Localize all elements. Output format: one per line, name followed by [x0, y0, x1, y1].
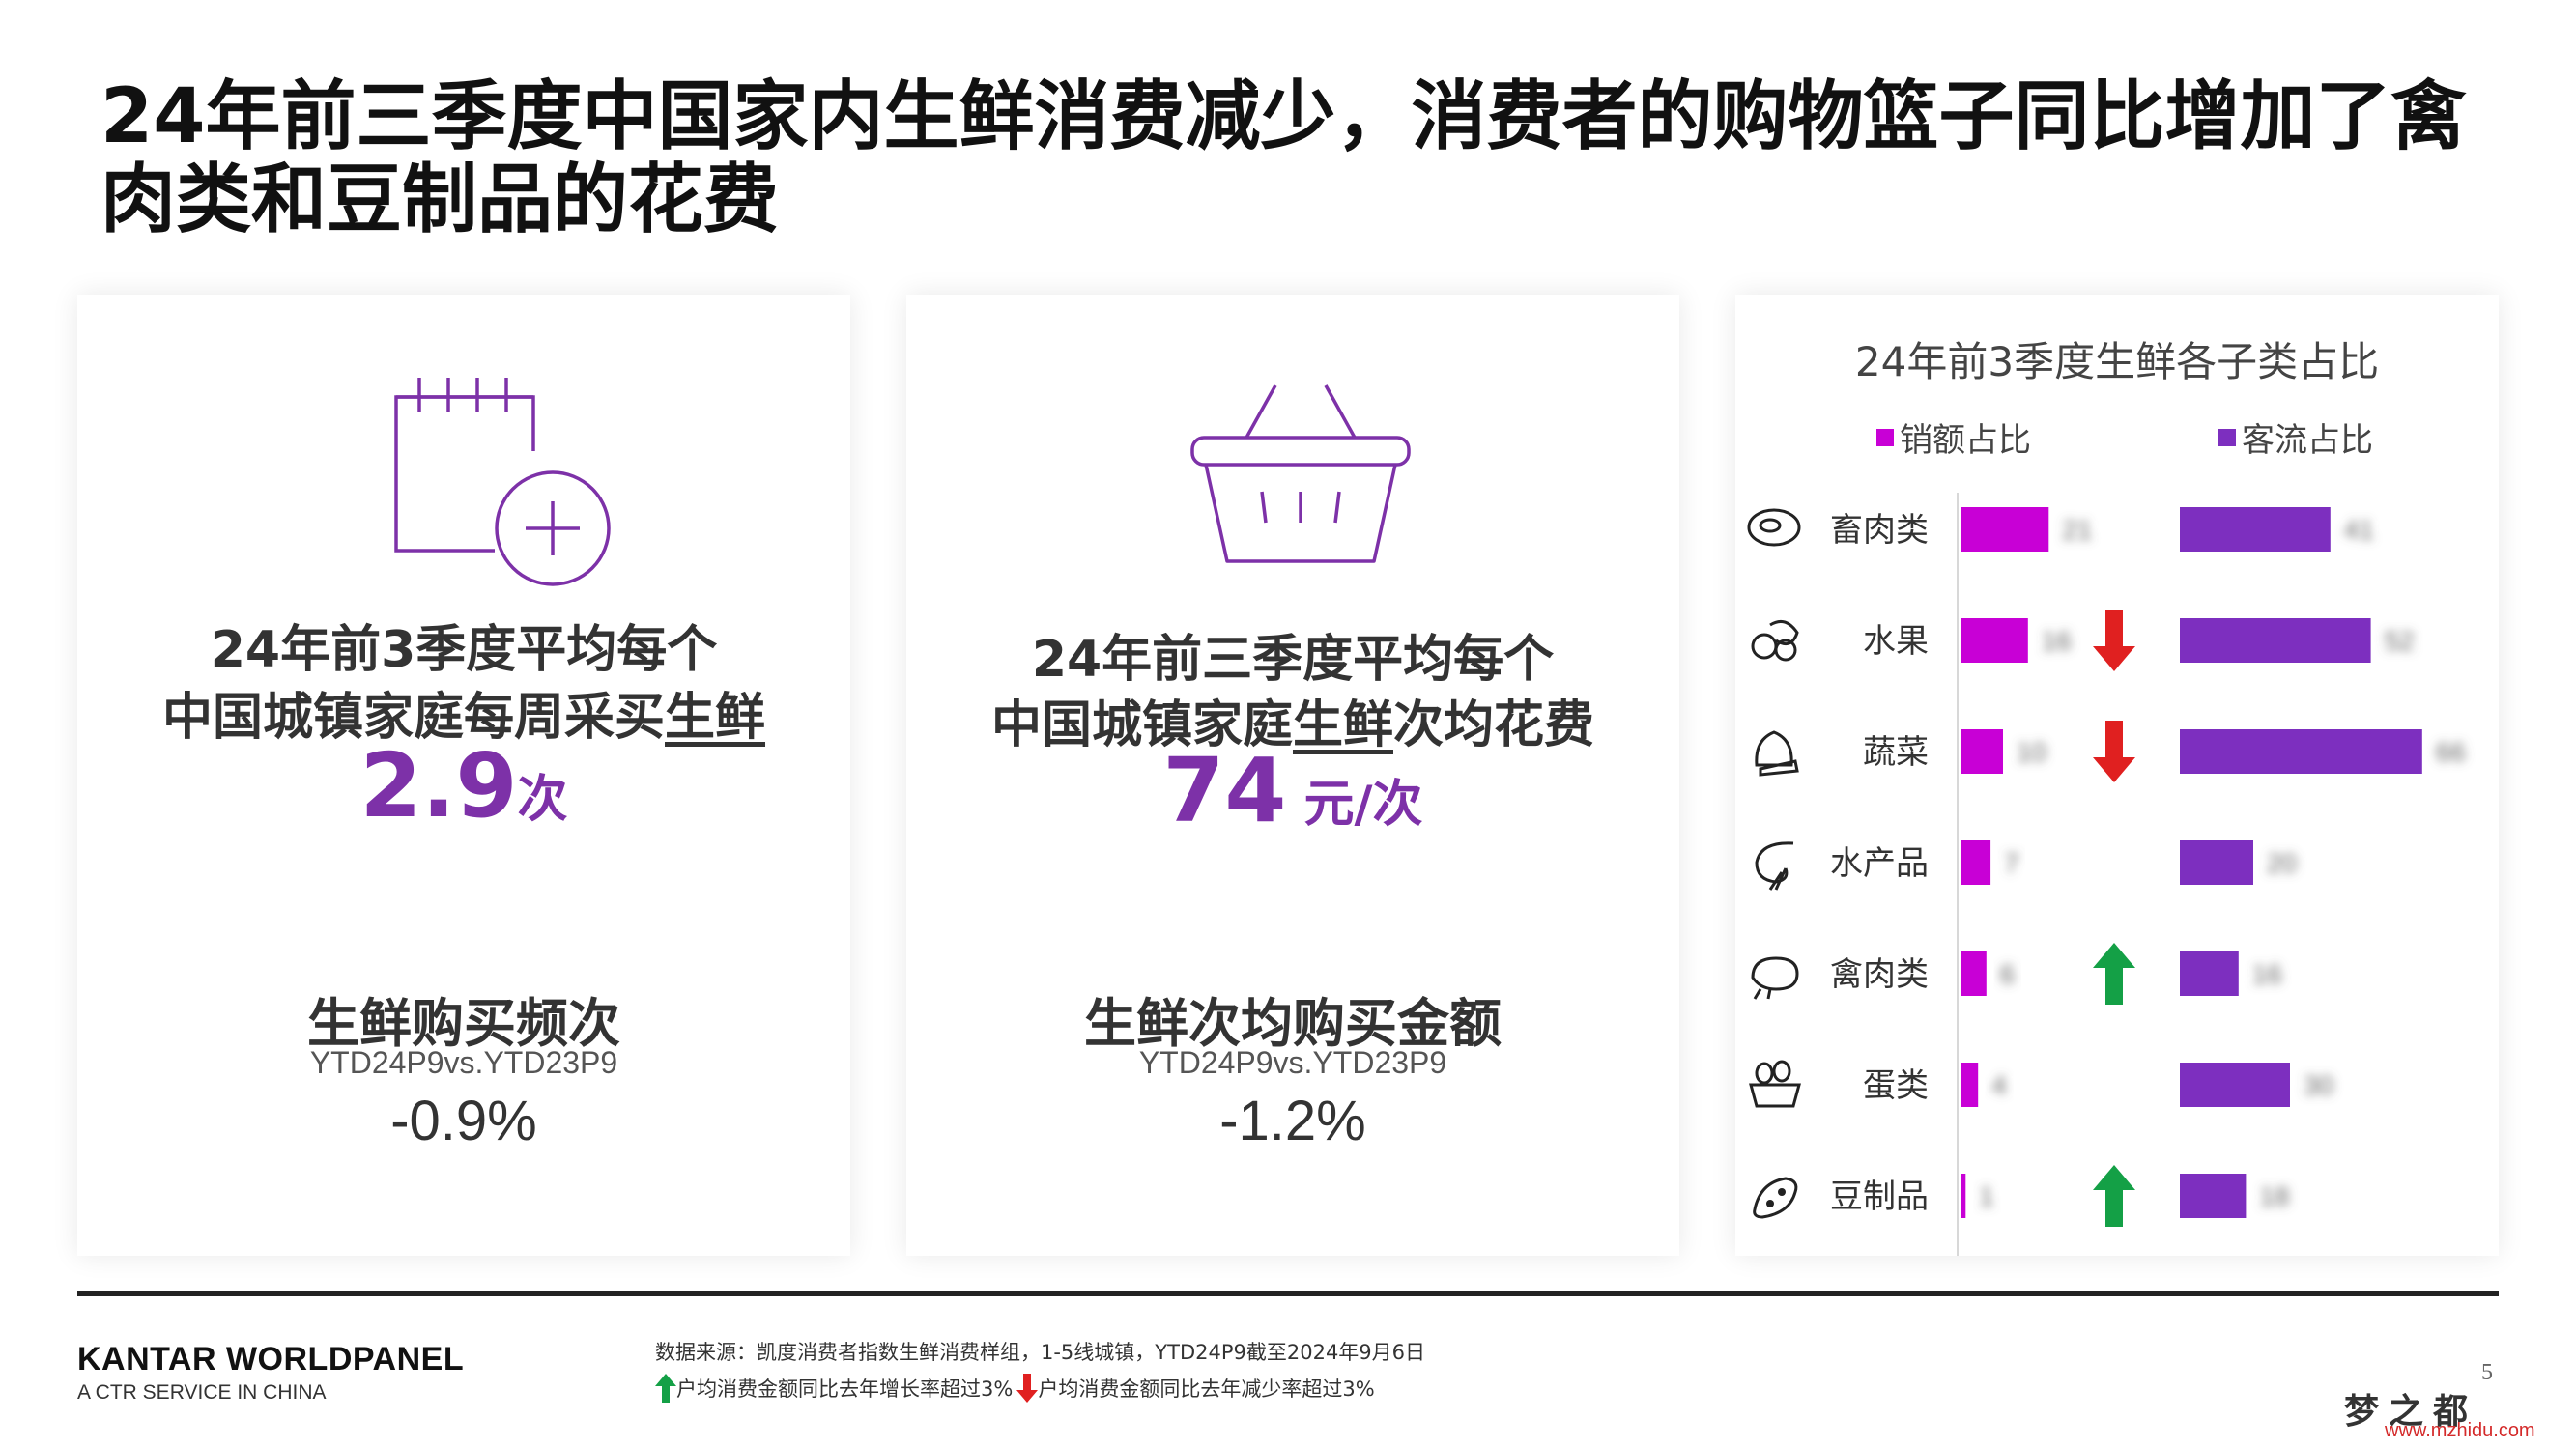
- sales-share-bar: [1961, 951, 1987, 996]
- watermark-logo: 梦之都: [2344, 1392, 2478, 1432]
- traffic-share-bar: [2180, 951, 2239, 996]
- traffic-share-value-label: 41: [2344, 515, 2374, 545]
- brand-tagline: A CTR SERVICE IN CHINA: [77, 1381, 327, 1404]
- traffic-share-bar: [2180, 507, 2331, 552]
- category-label: 豆制品: [1830, 1178, 1929, 1216]
- metric-change: -1.2%: [1219, 1090, 1366, 1152]
- spend-per-trip-card: 24年前三季度平均每个 中国城镇家庭生鲜次均花费 74 元/次 生鲜次均购买金额…: [906, 295, 1679, 1256]
- sales-share-value-label: 6: [2000, 959, 2016, 989]
- sales-share-value-label: 1: [1979, 1181, 1994, 1211]
- sales-share-value-label: 16: [2042, 626, 2072, 656]
- up-arrow-icon: [2093, 943, 2135, 1005]
- traffic-share-value-label: 30: [2304, 1070, 2333, 1100]
- traffic-share-value-label: 52: [2385, 626, 2415, 656]
- sales-share-bar: [1961, 729, 2003, 774]
- egg-basket-icon: [1749, 1060, 1801, 1108]
- traffic-share-bar: [2180, 840, 2253, 885]
- sales-share-value-label: 21: [2062, 515, 2092, 545]
- down-arrow-icon: [1016, 1374, 1039, 1403]
- sales-share-bar: [1961, 618, 2028, 663]
- traffic-share-value-label: 16: [2252, 959, 2282, 989]
- data-source-note: 数据来源：凯度消费者指数生鲜消费样组，1-5线城镇，YTD24P9截至2024年…: [655, 1341, 1426, 1364]
- traffic-share-value-label: 18: [2259, 1181, 2289, 1211]
- metric-change: -0.9%: [390, 1090, 537, 1152]
- sales-share-bar: [1961, 507, 2049, 552]
- sales-share-bar: [1961, 1063, 1979, 1107]
- chicken-icon: [1751, 956, 1799, 1000]
- metric-period: YTD24P9vs.YTD23P9: [309, 1045, 618, 1080]
- calendar-plus-icon: [388, 364, 620, 600]
- kpi-line-2: 中国城镇家庭生鲜次均花费: [990, 696, 1595, 754]
- steak-icon: [1747, 508, 1801, 547]
- sales-share-bar: [1961, 840, 1991, 885]
- up-arrow-icon: [2093, 1165, 2135, 1227]
- legend-swatch: [1876, 428, 1894, 446]
- category-label: 畜肉类: [1830, 511, 1929, 550]
- spend-value: 74 元/次: [1162, 739, 1423, 842]
- frequency-value: 2.9次: [359, 734, 568, 838]
- metric-period: YTD24P9vs.YTD23P9: [1138, 1045, 1447, 1080]
- page-title: 24年前三季度中国家内生鲜消费减少，消费者的购物篮子同比增加了禽肉类和豆制品的花…: [100, 73, 2467, 243]
- metric-title: 生鲜购买频次: [307, 993, 620, 1054]
- chart-title: 24年前3季度生鲜各子类占比: [1854, 338, 2380, 385]
- category-bar-chart: 畜肉类 21 41 水果 16 52 蔬菜 10 66 水产品 7 20 禽肉类 6 16 蛋类 4 30 豆制品 1…: [1747, 493, 2466, 1256]
- purchase-frequency-card: 24年前3季度平均每个 中国城镇家庭每周采买生鲜 2.9次 生鲜购买频次 YTD…: [77, 295, 850, 1256]
- down-arrow-note: 户均消费金额同比去年减少率超过3%: [1038, 1377, 1375, 1401]
- kpi-line-2: 中国城镇家庭每周采买生鲜: [161, 689, 766, 747]
- footer-divider: [77, 1291, 2499, 1296]
- legend-sales-share: 销额占比: [1876, 413, 2031, 461]
- fruit-icon: [1751, 619, 1799, 662]
- watermark-url: www.mzhidu.com: [2385, 1420, 2535, 1441]
- brand-logo: KANTAR WORLDPANEL: [77, 1341, 465, 1377]
- category-label: 禽肉类: [1830, 955, 1929, 994]
- sales-share-bar: [1961, 1174, 1966, 1218]
- kpi-line-1: 24年前3季度平均每个: [210, 621, 718, 679]
- traffic-share-bar: [2180, 729, 2422, 774]
- traffic-share-bar: [2180, 1174, 2247, 1218]
- legend-swatch: [2218, 428, 2236, 446]
- category-label: 蛋类: [1863, 1066, 1929, 1105]
- category-label: 水产品: [1830, 844, 1929, 883]
- soybean-icon: [1753, 1177, 1798, 1219]
- metric-title: 生鲜次均购买金额: [1084, 993, 1502, 1054]
- down-arrow-icon: [2093, 610, 2135, 671]
- traffic-share-bar: [2180, 618, 2371, 663]
- up-arrow-note: 户均消费金额同比去年增长率超过3%: [676, 1377, 1014, 1401]
- category-label: 水果: [1863, 622, 1929, 661]
- arrow-legend: 户均消费金额同比去年增长率超过3% 户均消费金额同比去年减少率超过3%: [655, 1374, 1375, 1403]
- up-arrow-icon: [655, 1374, 676, 1403]
- down-arrow-icon: [2093, 721, 2135, 782]
- shrimp-icon: [1755, 841, 1794, 891]
- sales-share-value-label: 10: [2017, 737, 2046, 767]
- category-share-chart-card: 24年前3季度生鲜各子类占比 销额占比 客流占比 畜肉类 21 41 水果 16 52 蔬菜…: [1735, 295, 2499, 1256]
- kpi-line-1: 24年前三季度平均每个: [1031, 631, 1555, 689]
- traffic-share-value-label: 20: [2267, 848, 2297, 878]
- vegetable-icon: [1755, 730, 1799, 777]
- legend-traffic-share: 客流占比: [2218, 413, 2373, 461]
- category-label: 蔬菜: [1863, 733, 1929, 772]
- sales-share-value-label: 4: [1991, 1070, 2007, 1100]
- traffic-share-bar: [2180, 1063, 2290, 1107]
- page-number: 5: [2481, 1360, 2493, 1385]
- traffic-share-value-label: 66: [2436, 737, 2466, 767]
- shopping-basket-icon: [1185, 378, 1417, 575]
- sales-share-value-label: 7: [2004, 848, 2019, 878]
